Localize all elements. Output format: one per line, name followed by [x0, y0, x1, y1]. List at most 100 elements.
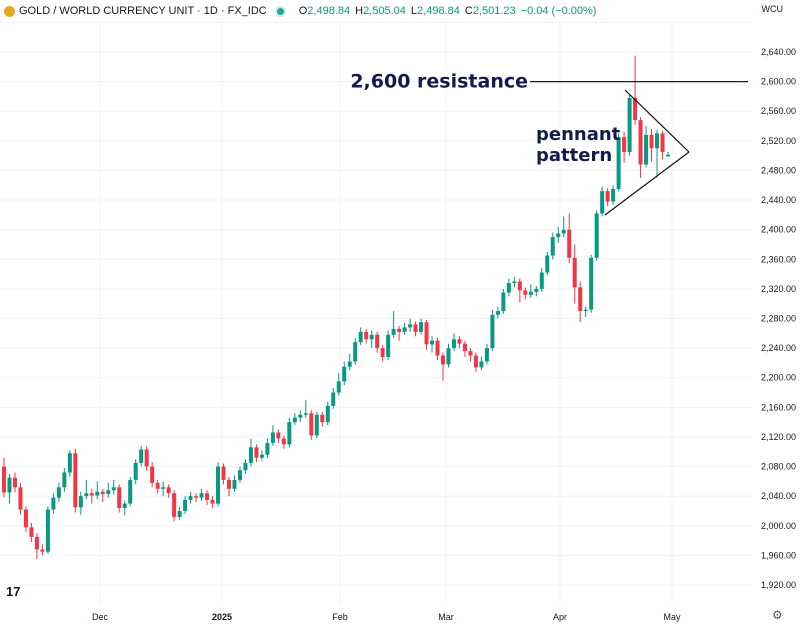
candle [556, 226, 561, 243]
candle [199, 488, 204, 501]
y-tick-label: 2,120.00 [761, 432, 796, 442]
candle-body [84, 493, 89, 497]
candle [506, 278, 511, 297]
candle [45, 506, 50, 554]
candle [545, 251, 550, 276]
candle [243, 459, 248, 474]
candle [84, 479, 89, 500]
candle-body [451, 339, 456, 349]
candle [375, 331, 380, 353]
candle-body [550, 237, 555, 256]
candle-body [51, 497, 56, 510]
candle [666, 151, 670, 157]
gear-icon[interactable]: ⚙ [772, 608, 783, 622]
candle [232, 475, 237, 492]
candle [413, 321, 418, 337]
candle-body [611, 188, 616, 202]
candle-body [583, 309, 588, 312]
symbol-title[interactable]: GOLD / WORLD CURRENCY UNIT · 1D · FX_IDC [19, 5, 267, 17]
pennant-upper-line [624, 89, 690, 153]
candle-body [501, 292, 506, 312]
candle [638, 117, 643, 178]
candle [446, 343, 451, 368]
candle [188, 491, 193, 504]
candle [40, 544, 45, 556]
tradingview-logo[interactable]: 17 [6, 584, 21, 599]
candle [144, 445, 149, 472]
candle [616, 133, 621, 192]
candle [572, 244, 577, 304]
candle [353, 337, 358, 365]
candle [210, 496, 215, 509]
y-tick-label: 2,160.00 [761, 402, 796, 412]
candle-body [622, 137, 627, 152]
candle-body [528, 291, 533, 295]
y-tick-label: 2,200.00 [761, 373, 796, 383]
candle [100, 488, 105, 503]
candle [468, 348, 473, 362]
candle [655, 129, 660, 178]
y-tick-label: 1,920.00 [761, 580, 796, 590]
candle-body [347, 361, 352, 367]
candle-body [40, 549, 45, 552]
candle-body [441, 355, 446, 365]
candle [106, 482, 111, 498]
candle-body [210, 499, 215, 504]
candle [287, 417, 292, 448]
candle [117, 484, 122, 513]
candle-body [314, 414, 319, 436]
candle [605, 188, 610, 206]
candle [320, 411, 325, 427]
candle [583, 306, 588, 318]
candle [567, 213, 572, 263]
candle-body [23, 509, 28, 528]
candle [419, 318, 424, 335]
candle [473, 352, 478, 372]
candle [550, 232, 555, 260]
candle-body [122, 503, 127, 509]
candle [183, 496, 188, 514]
candle [660, 130, 665, 160]
candle [67, 450, 72, 477]
candle-body [523, 290, 528, 295]
candle-body [419, 322, 424, 332]
chart-header: GOLD / WORLD CURRENCY UNIT · 1D · FX_IDC… [4, 3, 596, 19]
candle [633, 55, 638, 125]
candle-body [95, 491, 100, 496]
candle-body [237, 470, 242, 480]
candle-body [413, 324, 418, 332]
y-tick-label: 2,400.00 [761, 225, 796, 235]
candle-body [188, 496, 193, 500]
candle-body [534, 288, 539, 292]
high-value: 2,505.04 [363, 5, 406, 17]
candle [424, 319, 429, 350]
currency-unit-label[interactable]: WCU [758, 3, 786, 15]
candle [150, 462, 155, 488]
gold-coin-icon [4, 5, 15, 17]
candle [600, 186, 605, 217]
candle [342, 361, 347, 386]
candle [216, 462, 221, 507]
candle [73, 448, 78, 513]
candle-body [517, 281, 522, 291]
candle-body [572, 257, 577, 288]
candle-body [358, 331, 363, 343]
y-tick-label: 2,520.00 [761, 136, 796, 146]
x-tick-label: May [663, 612, 681, 622]
candle [205, 490, 210, 506]
close-value: 2,501.23 [472, 5, 516, 17]
candle-body [424, 322, 429, 345]
candle-body [616, 137, 621, 189]
candle [644, 126, 649, 168]
y-tick-label: 2,480.00 [761, 165, 796, 175]
candle-body [276, 432, 281, 439]
candle-body [430, 340, 435, 345]
candle-body [2, 466, 6, 493]
candle-body [139, 449, 144, 463]
candle-body [545, 255, 550, 273]
candle-body [172, 493, 177, 517]
candle [128, 476, 133, 507]
candle-body [556, 233, 561, 238]
candle [397, 325, 402, 341]
